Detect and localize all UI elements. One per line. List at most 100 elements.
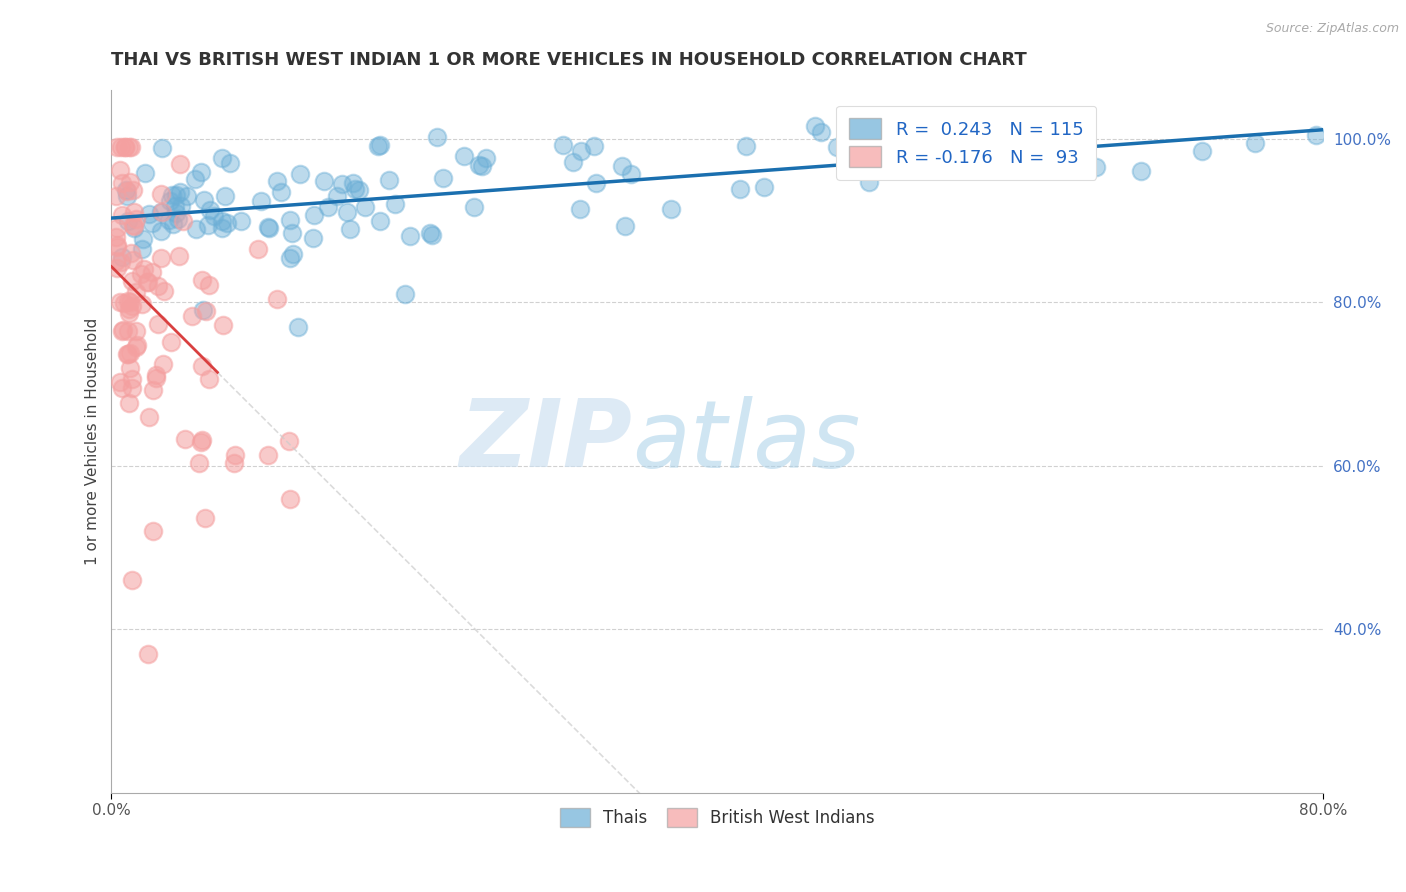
Point <box>152 357 174 371</box>
Point <box>354 200 377 214</box>
Point <box>1085 161 1108 175</box>
Point <box>141 216 163 230</box>
Point <box>191 273 214 287</box>
Point <box>136 275 159 289</box>
Point <box>302 231 325 245</box>
Point <box>730 182 752 196</box>
Point <box>316 200 339 214</box>
Point <box>122 252 145 267</box>
Point <box>149 224 172 238</box>
Point <box>256 220 278 235</box>
Point <box>112 296 135 310</box>
Point <box>131 296 153 310</box>
Point <box>150 205 173 219</box>
Point <box>111 381 134 395</box>
Point <box>569 144 592 158</box>
Point <box>886 129 908 144</box>
Point <box>463 200 485 214</box>
Point <box>115 185 138 199</box>
Point <box>197 278 219 293</box>
Point <box>288 167 311 181</box>
Point <box>131 242 153 256</box>
Point <box>145 371 167 385</box>
Point <box>278 212 301 227</box>
Point <box>115 183 138 197</box>
Point <box>256 448 278 462</box>
Point <box>222 456 245 470</box>
Point <box>174 432 197 446</box>
Point <box>468 158 491 172</box>
Point <box>157 213 180 227</box>
Point <box>114 140 136 154</box>
Point <box>343 181 366 195</box>
Point <box>191 359 214 373</box>
Point <box>278 491 301 506</box>
Point <box>117 213 139 227</box>
Point <box>125 211 148 226</box>
Point <box>257 220 280 235</box>
Point <box>124 285 146 299</box>
Point <box>104 253 127 268</box>
Point <box>105 238 128 252</box>
Point <box>858 175 880 189</box>
Point <box>136 647 159 661</box>
Point <box>1244 136 1267 150</box>
Point <box>122 220 145 235</box>
Point <box>215 216 238 230</box>
Point <box>149 187 172 202</box>
Point <box>118 306 141 320</box>
Point <box>200 202 222 217</box>
Point <box>197 219 219 233</box>
Point <box>162 217 184 231</box>
Point <box>287 319 309 334</box>
Point <box>136 276 159 290</box>
Point <box>211 214 233 228</box>
Point <box>160 334 183 349</box>
Point <box>120 295 142 310</box>
Point <box>110 255 132 269</box>
Point <box>191 303 214 318</box>
Point <box>187 456 209 470</box>
Point <box>266 293 288 307</box>
Point <box>122 183 145 197</box>
Point <box>471 160 494 174</box>
Point <box>849 143 872 157</box>
Point <box>194 511 217 525</box>
Point <box>118 302 141 317</box>
Point <box>856 161 879 176</box>
Point <box>198 372 221 386</box>
Point <box>118 360 141 375</box>
Point <box>167 212 190 227</box>
Point <box>211 151 233 165</box>
Point <box>384 197 406 211</box>
Point <box>266 173 288 187</box>
Point <box>165 188 187 202</box>
Y-axis label: 1 or more Vehicles in Household: 1 or more Vehicles in Household <box>86 318 100 565</box>
Point <box>117 347 139 361</box>
Point <box>810 125 832 139</box>
Point <box>115 188 138 202</box>
Point <box>150 252 173 266</box>
Point <box>125 337 148 351</box>
Point <box>194 304 217 318</box>
Point <box>150 204 173 219</box>
Point <box>118 396 141 410</box>
Point <box>827 139 849 153</box>
Point <box>281 226 304 240</box>
Point <box>110 295 132 310</box>
Point <box>111 323 134 337</box>
Point <box>105 221 128 235</box>
Point <box>105 189 128 203</box>
Point <box>214 189 236 203</box>
Point <box>432 170 454 185</box>
Point <box>219 156 242 170</box>
Point <box>120 176 142 190</box>
Point <box>420 227 443 242</box>
Point <box>419 227 441 241</box>
Text: Source: ZipAtlas.com: Source: ZipAtlas.com <box>1265 22 1399 36</box>
Point <box>125 324 148 338</box>
Point <box>270 186 292 200</box>
Point <box>193 194 215 208</box>
Point <box>1130 164 1153 178</box>
Point <box>138 409 160 424</box>
